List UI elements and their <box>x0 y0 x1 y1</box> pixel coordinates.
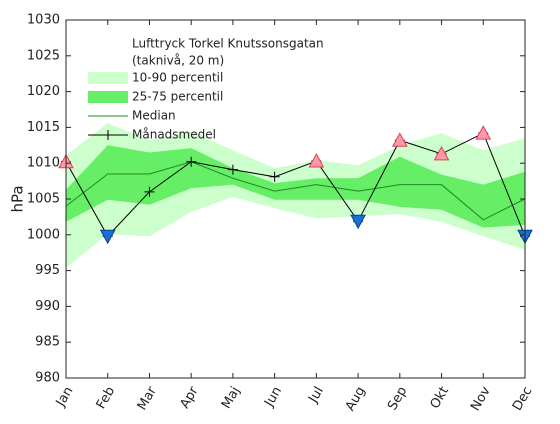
legend-label: Månadsmedel <box>132 128 216 142</box>
plus-marker <box>269 171 280 182</box>
flag-marker <box>475 125 492 140</box>
x-tick-label: Mar <box>135 384 161 413</box>
legend-swatch <box>88 72 128 84</box>
plus-marker <box>144 186 155 197</box>
legend-label: 25-75 percentil <box>132 90 223 104</box>
x-tick-label: Dec <box>510 384 536 413</box>
y-tick-label: 1000 <box>27 227 60 242</box>
legend-swatch <box>88 91 128 103</box>
legend-marker <box>103 130 113 140</box>
legend-label: Median <box>132 109 176 123</box>
x-tick-label: Jan <box>53 384 77 410</box>
x-tick-label: Jul <box>306 384 327 406</box>
line <box>65 161 526 221</box>
x-tick-label: Sep <box>385 384 410 413</box>
line <box>65 132 526 238</box>
flag-marker <box>433 145 450 161</box>
x-tick-label: Maj <box>219 384 243 411</box>
plus-marker <box>227 164 238 175</box>
y-tick-label: 1015 <box>27 120 60 135</box>
x-tick-label: Feb <box>94 384 119 411</box>
flag-marker <box>99 229 116 245</box>
x-tick-label: Jun <box>261 384 285 410</box>
flag-marker <box>391 132 408 147</box>
y-tick-label: 1010 <box>27 156 60 171</box>
y-tick-label: 1030 <box>27 13 60 28</box>
y-tick-label: 990 <box>35 299 60 314</box>
legend-label: 10-90 percentil <box>132 71 223 85</box>
legend-title: Lufttryck Torkel Knutssonsgatan <box>132 37 324 51</box>
x-tick-label: Aug <box>343 384 369 413</box>
flag-marker <box>308 152 325 168</box>
y-tick-label: 1020 <box>27 84 60 99</box>
y-tick-label: 1005 <box>27 192 60 207</box>
percentile-band <box>66 145 525 228</box>
legend-title: (taknivå, 20 m) <box>132 54 224 68</box>
plus-marker <box>186 156 197 167</box>
y-tick-label: 995 <box>35 263 60 278</box>
flag-marker <box>350 214 366 230</box>
x-tick-label: Apr <box>177 384 202 412</box>
x-tick-label: Okt <box>428 384 452 411</box>
y-tick-label: 985 <box>35 335 60 350</box>
x-tick-label: Nov <box>468 384 494 414</box>
y-tick-label: 980 <box>35 371 60 386</box>
y-tick-label: 1025 <box>27 48 60 63</box>
y-axis-label: hPa <box>9 185 27 212</box>
